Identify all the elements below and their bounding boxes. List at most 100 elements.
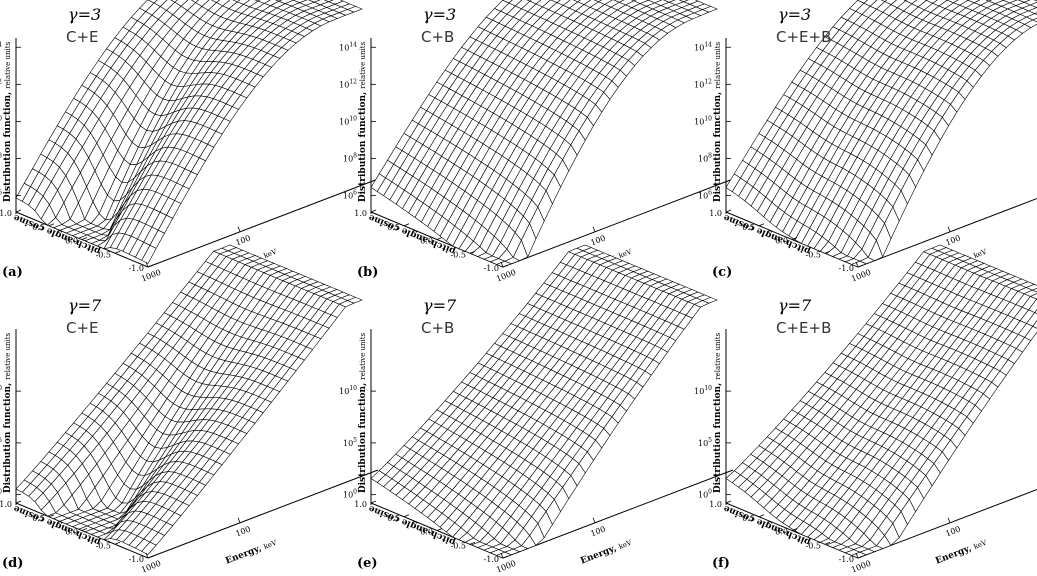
pitch-tick-label: 1.0 [709,209,722,218]
energy-axis [857,197,1037,268]
panel-label: (f) [712,556,730,571]
energy-axis-title-main: Energy, [579,544,618,567]
z-axis-title-main: Distribution function, [713,383,723,493]
z-axis-title-main: Distribution function, [713,92,723,202]
energy-axis-title-units: keV [263,247,279,260]
pitch-tick-label: -0.5 [96,541,111,550]
energy-axis-title: Energy,keV [934,537,989,566]
z-tick-label: 108 [698,152,712,163]
z-axis-title-units: relative units [359,332,367,379]
pitch-tick-label: 0.0 [420,528,433,537]
surface-mesh [370,244,718,559]
z-tick-exp: 0 [708,489,712,496]
energy-tick-mark [855,552,859,559]
z-tick-label: 1010 [694,385,712,396]
z-tick-base: 10 [698,491,708,500]
z-axis-title-units: relative units [4,332,12,379]
case-label: C+E [66,319,99,337]
pitch-tick-mark [725,500,732,504]
case-label: C+E+B [776,319,831,337]
z-tick-exp: 10 [704,115,712,122]
z-axis-title-units: relative units [714,332,722,379]
z-axis-title: Distribution function, relative units [713,41,723,202]
energy-tick-label: 100 [589,233,606,247]
pitch-tick-mark [48,514,55,518]
energy-tick-mark [145,261,149,268]
energy-tick-mark [592,226,596,232]
energy-axis-title-units: keV [263,538,279,551]
z-tick-exp: 14 [0,41,2,48]
z-tick-label: 106 [0,189,2,200]
z-axis-title-main: Distribution function, [358,92,368,202]
z-tick-base: 10 [339,43,349,52]
surface-mesh [15,0,363,264]
z-tick-base: 10 [339,117,349,126]
panel-label: (b) [357,265,378,280]
pitch-tick-mark [403,223,410,227]
surface-cell [495,260,513,268]
z-axis-title-main: Distribution function, [3,92,13,202]
z-axis-title: Distribution function, relative units [3,332,13,493]
z-tick-label: 1014 [694,41,712,52]
pitch-ticks: 1.0 0.5 0.0 -0.5 -1.0 [354,209,509,273]
surface-cell [850,260,868,268]
gamma-label: γ=7 [68,296,102,315]
energy-axis-title-main: Energy, [934,544,973,567]
surface-cell [323,0,334,3]
z-tick-exp: 10 [704,385,712,392]
z-tick-base: 10 [343,154,353,163]
pitch-tick-mark [502,555,509,559]
energy-axis-title-units: keV [618,538,634,551]
surface-cell [850,551,868,559]
z-tick-base: 10 [698,439,708,448]
energy-tick-label: 100 [234,233,251,247]
z-tick-base: 10 [343,191,353,200]
pitch-tick-mark [370,500,377,504]
surface-mesh [370,0,718,268]
z-tick-base: 10 [694,117,704,126]
z-axis-title: Distribution function, relative units [358,41,368,202]
pitch-tick-label: -1.0 [129,555,144,564]
pitch-tick-label: -0.5 [451,541,466,550]
energy-tick-mark [855,261,859,268]
energy-tick-label: 100 [944,524,961,538]
z-tick-exp: 8 [708,152,712,159]
z-tick-label: 105 [0,437,2,448]
pitch-tick-label: 0.5 [32,223,45,232]
z-tick-exp: 5 [708,437,712,444]
z-axis-title-main: Distribution function, [358,383,368,493]
energy-axis-title-units: keV [618,247,634,260]
pitch-tick-mark [758,514,765,518]
panel-c: 1061081010101210141.00.50.0-0.5-1.010010… [694,0,1037,284]
z-tick-label: 1012 [694,78,712,89]
pitch-tick-mark [824,541,831,545]
pitch-tick-label: 0.5 [32,514,45,523]
pitch-tick-mark [791,237,798,240]
pitch-tick-mark [403,514,410,518]
pitch-tick-label: 1.0 [0,209,12,218]
pitch-tick-label: 0.0 [775,528,788,537]
z-tick-label: 100 [343,489,357,500]
pitch-tick-mark [436,528,443,531]
pitch-tick-label: -1.0 [484,264,499,273]
z-tick-base: 10 [339,80,349,89]
pitch-tick-mark [857,555,864,559]
pitch-tick-label: 0.0 [65,528,78,537]
pitch-tick-label: -1.0 [484,555,499,564]
z-tick-label: 108 [0,152,2,163]
pitch-tick-mark [81,528,88,531]
energy-axis-title-units: keV [973,247,989,260]
z-tick-exp: 14 [349,41,357,48]
pitch-tick-label: 0.5 [387,223,400,232]
surface-cell [141,541,157,555]
z-tick-label: 100 [0,489,2,500]
z-tick-exp: 8 [0,152,2,159]
z-tick-base: 10 [694,80,704,89]
z-tick-label: 105 [698,437,712,448]
z-axis-title-units: relative units [359,41,367,88]
pitch-tick-label: 1.0 [354,209,367,218]
panel-b: 1061081010101210141.00.50.0-0.5-1.010010… [339,0,734,284]
